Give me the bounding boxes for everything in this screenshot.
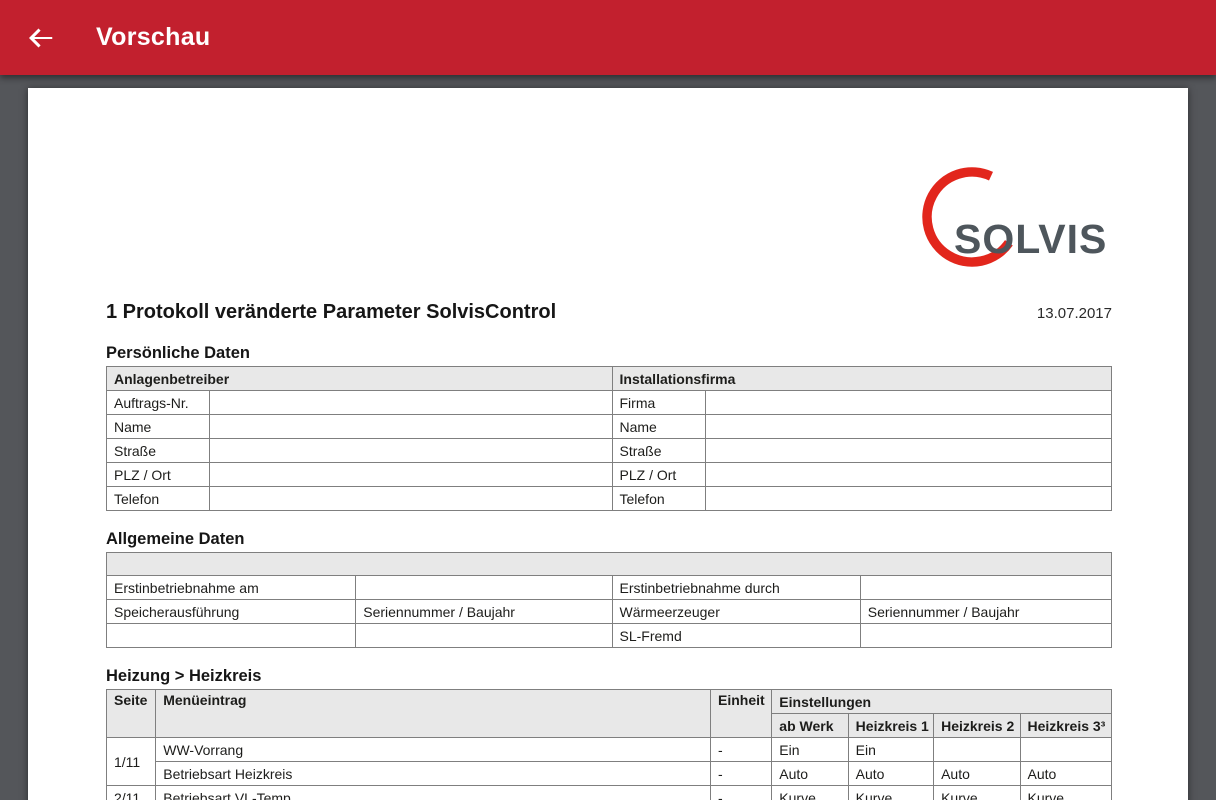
column-header-seite: Seite (105, 689, 157, 738)
einheit-cell: - (709, 761, 773, 786)
menu-cell: WW-Vorrang (155, 737, 711, 762)
field-value (705, 414, 1112, 439)
field-label: PLZ / Ort (106, 462, 210, 487)
column-header-einheit: Einheit (709, 689, 773, 738)
field-label: PLZ / Ort (611, 462, 707, 487)
field-value (355, 623, 613, 648)
field-label: Straße (611, 438, 707, 463)
value-cell: Kurve (933, 785, 1021, 800)
table-row: Straße Straße (106, 438, 1112, 463)
value-cell: Kurve (771, 785, 849, 800)
column-header-menueintrag: Menüeintrag (155, 689, 711, 738)
field-value (209, 462, 613, 487)
document-date: 13.07.2017 (1036, 305, 1112, 322)
value-cell: Kurve (1019, 785, 1113, 800)
field-value (209, 390, 613, 415)
logo-row: SOLVIS (106, 88, 1112, 270)
section-heading-heizkreis: Heizung > Heizkreis (106, 667, 262, 685)
field-value (355, 575, 613, 600)
section-heading-personal: Persönliche Daten (106, 344, 250, 362)
column-header-heizkreis-1: Heizkreis 1 (847, 713, 935, 738)
column-header-installationsfirma: Installationsfirma (611, 366, 1112, 391)
personal-data-table: Anlagenbetreiber Installationsfirma Auft… (106, 366, 1112, 511)
logo-arc-icon (922, 167, 1013, 267)
table-row: 1/11 WW-Vorrang - Ein Ein (105, 737, 1113, 786)
column-header-einstellungen: Einstellungen (771, 689, 1112, 714)
empty-header-cell (106, 552, 1112, 576)
field-label: Seriennummer / Baujahr (355, 599, 613, 624)
table-header-row (106, 552, 1112, 576)
value-cell (1019, 737, 1113, 762)
document-title: 1 Protokoll veränderte Parameter SolvisC… (106, 301, 557, 323)
field-value (705, 438, 1112, 463)
field-label: Speicherausführung (105, 599, 357, 624)
table-header-row: Anlagenbetreiber Installationsfirma (106, 366, 1112, 391)
table-row: 2/11 Betriebsart VL-Temp - Kurve Kurve K… (105, 785, 1113, 800)
document-page: SOLVIS 1 Protokoll veränderte Parameter … (28, 88, 1188, 800)
value-cell: Auto (771, 761, 849, 786)
value-cell: Auto (1019, 761, 1113, 786)
field-label: Telefon (611, 486, 707, 511)
back-arrow-icon (29, 28, 53, 47)
table-header-row: Seite Menüeintrag Einheit Einstellungen (105, 689, 1112, 738)
table-row: Auftrags-Nr. Firma (106, 390, 1112, 415)
field-value (105, 623, 357, 648)
table-row: Erstinbetriebnahme am Erstinbetriebnahme… (105, 575, 1113, 600)
value-cell: Auto (847, 761, 935, 786)
field-value (209, 414, 613, 439)
field-value (705, 462, 1112, 487)
field-value (705, 486, 1112, 511)
seite-cell: 1/11 (105, 737, 157, 786)
field-value (209, 486, 613, 511)
value-cell: Auto (933, 761, 1021, 786)
field-label: Name (106, 414, 210, 439)
table-row: Betriebsart Heizkreis - Auto Auto Auto A… (107, 761, 1113, 786)
einheit-cell: - (709, 785, 773, 800)
field-value (209, 438, 613, 463)
solvis-logo: SOLVIS (915, 165, 1112, 270)
field-label: Straße (106, 438, 210, 463)
app-bar: Vorschau (0, 0, 1216, 75)
table-row: Telefon Telefon (106, 486, 1112, 511)
field-label: Erstinbetriebnahme durch (611, 575, 861, 600)
einheit-cell: - (709, 737, 773, 762)
menu-cell: Betriebsart VL-Temp (155, 785, 711, 800)
preview-scroll-area[interactable]: SOLVIS 1 Protokoll veränderte Parameter … (0, 75, 1216, 800)
general-data-table: Erstinbetriebnahme am Erstinbetriebnahme… (105, 552, 1113, 648)
field-label: Seriennummer / Baujahr (859, 599, 1113, 624)
field-label: Name (611, 414, 707, 439)
value-cell (933, 737, 1021, 762)
field-label: Erstinbetriebnahme am (105, 575, 357, 600)
field-value (859, 575, 1113, 600)
logo-wordmark: SOLVIS (954, 216, 1108, 262)
field-label: Auftrags-Nr. (106, 390, 210, 415)
back-button[interactable] (24, 21, 58, 55)
seite-cell: 2/11 (105, 785, 157, 800)
field-label: Telefon (106, 486, 210, 511)
table-row: Speicherausführung Seriennummer / Baujah… (105, 599, 1113, 624)
field-value (859, 623, 1113, 648)
column-header-heizkreis-3: Heizkreis 3³ (1019, 713, 1113, 738)
value-cell: Kurve (847, 785, 935, 800)
field-label: Wärmeerzeuger (611, 599, 861, 624)
column-header-heizkreis-2: Heizkreis 2 (933, 713, 1021, 738)
document-title-row: 1 Protokoll veränderte Parameter SolvisC… (106, 301, 1112, 324)
table-row: Name Name (106, 414, 1112, 439)
menu-cell: Betriebsart Heizkreis (155, 761, 711, 786)
field-value (705, 390, 1112, 415)
field-label: Firma (611, 390, 707, 415)
value-cell: Ein (847, 737, 935, 762)
app-bar-title: Vorschau (96, 23, 211, 51)
table-row: PLZ / Ort PLZ / Ort (106, 462, 1112, 487)
column-header-ab-werk: ab Werk (771, 713, 849, 738)
value-cell: Ein (771, 737, 849, 762)
field-label: SL-Fremd (611, 623, 861, 648)
section-heading-general: Allgemeine Daten (106, 530, 245, 548)
column-header-anlagenbetreiber: Anlagenbetreiber (106, 366, 613, 391)
heizkreis-table: Seite Menüeintrag Einheit Einstellungen … (105, 689, 1113, 800)
table-row: SL-Fremd (105, 623, 1113, 648)
